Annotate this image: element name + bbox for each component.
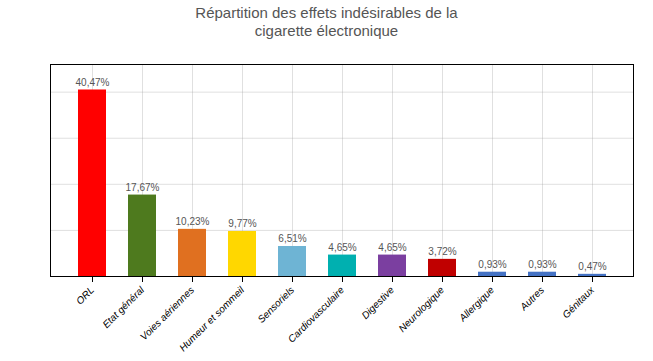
svg-text:4,65%: 4,65%: [378, 242, 406, 253]
svg-text:0,93%: 0,93%: [528, 259, 556, 270]
svg-text:ORL: ORL: [74, 284, 96, 306]
svg-text:Voies aériennes: Voies aériennes: [138, 284, 196, 342]
svg-text:Allergique: Allergique: [456, 284, 496, 324]
svg-text:17,67%: 17,67%: [126, 182, 160, 193]
svg-text:4,65%: 4,65%: [328, 242, 356, 253]
svg-text:3,72%: 3,72%: [428, 246, 456, 257]
svg-text:Cardiovasculaire: Cardiovasculaire: [286, 284, 347, 345]
svg-text:Neurologique: Neurologique: [396, 284, 446, 334]
html-text:Répartition des effets indésir: Répartition des effets indésirables de l…: [195, 4, 458, 39]
svg-text:10,23%: 10,23%: [176, 216, 210, 227]
svg-text:9,77%: 9,77%: [228, 218, 256, 229]
svg-text:0,93%: 0,93%: [478, 259, 506, 270]
svg-text:Etat général: Etat général: [100, 284, 146, 330]
svg-text:6,51%: 6,51%: [278, 233, 306, 244]
svg-text:Sensoriels: Sensoriels: [255, 284, 296, 325]
svg-text:40,47%: 40,47%: [76, 77, 110, 88]
svg-text:Génitaux: Génitaux: [560, 284, 597, 321]
svg-text:Humeur et sommeil: Humeur et sommeil: [177, 284, 247, 354]
svg-text:0,47%: 0,47%: [578, 261, 606, 272]
svg-text:Digestive: Digestive: [359, 284, 396, 321]
svg-text:Autres: Autres: [517, 284, 546, 313]
